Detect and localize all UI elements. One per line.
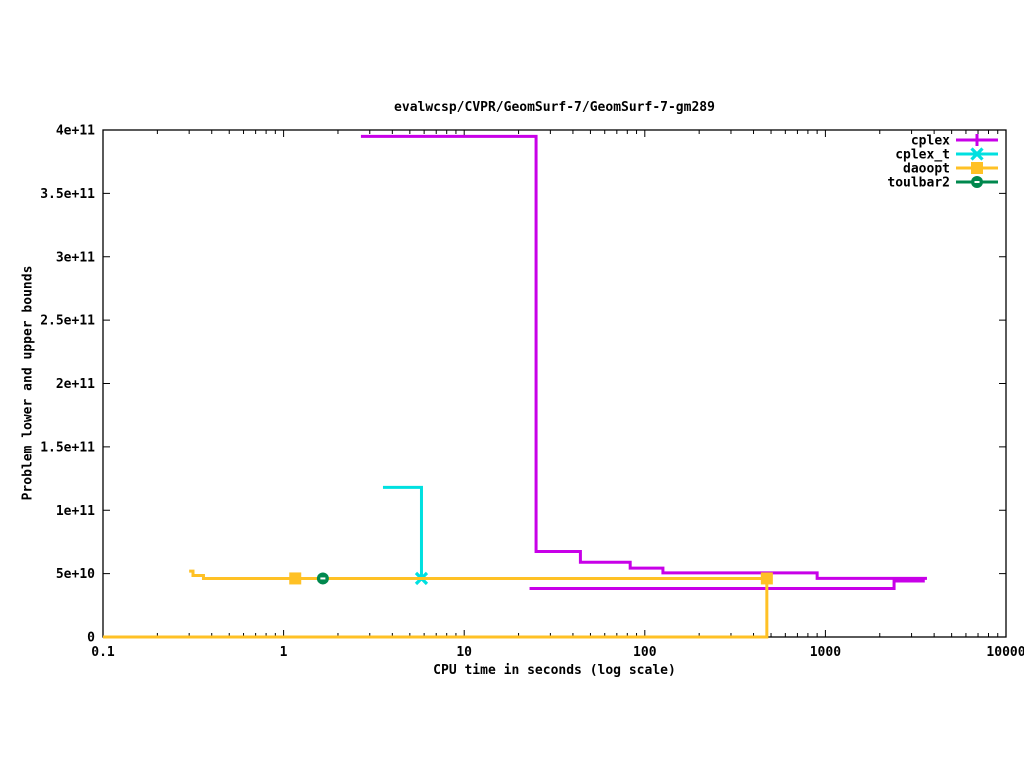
y-tick-label: 5e+10 bbox=[56, 567, 95, 582]
x-tick-label: 0.1 bbox=[91, 645, 115, 660]
legend-label-daoopt: daoopt bbox=[903, 162, 950, 177]
legend-label-cplex_t: cplex_t bbox=[895, 148, 950, 163]
legend-marker-daoopt bbox=[971, 162, 983, 174]
legend-label-cplex: cplex bbox=[911, 134, 950, 149]
series-daoopt-marker bbox=[289, 572, 302, 585]
y-tick-label: 0 bbox=[87, 631, 95, 646]
legend-marker-cplex bbox=[971, 134, 983, 146]
series-daoopt-line bbox=[103, 578, 769, 639]
series-daoopt-marker bbox=[760, 572, 773, 585]
legend-marker-cplex_t bbox=[970, 147, 984, 161]
y-tick-label: 1e+11 bbox=[56, 504, 95, 519]
x-tick-label: 1 bbox=[280, 645, 288, 660]
x-tick-label: 1000 bbox=[810, 645, 841, 660]
x-tick-label: 100 bbox=[633, 645, 657, 660]
series-cplex_t-line bbox=[382, 485, 423, 579]
y-tick-label: 2e+11 bbox=[56, 377, 95, 392]
x-axis-label: CPU time in seconds (log scale) bbox=[433, 663, 676, 678]
y-tick-label: 3e+11 bbox=[56, 250, 95, 265]
legend-label-toulbar2: toulbar2 bbox=[887, 176, 950, 191]
x-tick-label: 10000 bbox=[986, 645, 1024, 660]
series-cplex-line bbox=[529, 579, 925, 590]
y-tick-label: 4e+11 bbox=[56, 124, 95, 139]
x-tick-label: 10 bbox=[456, 645, 472, 660]
y-tick-label: 1.5e+11 bbox=[40, 440, 95, 455]
series-cplex-line bbox=[360, 134, 927, 580]
y-tick-label: 2.5e+11 bbox=[40, 314, 95, 329]
chart-title: evalwcsp/CVPR/GeomSurf-7/GeomSurf-7-gm28… bbox=[394, 100, 715, 115]
y-tick-label: 3.5e+11 bbox=[40, 187, 95, 202]
plot-border bbox=[102, 129, 1007, 638]
